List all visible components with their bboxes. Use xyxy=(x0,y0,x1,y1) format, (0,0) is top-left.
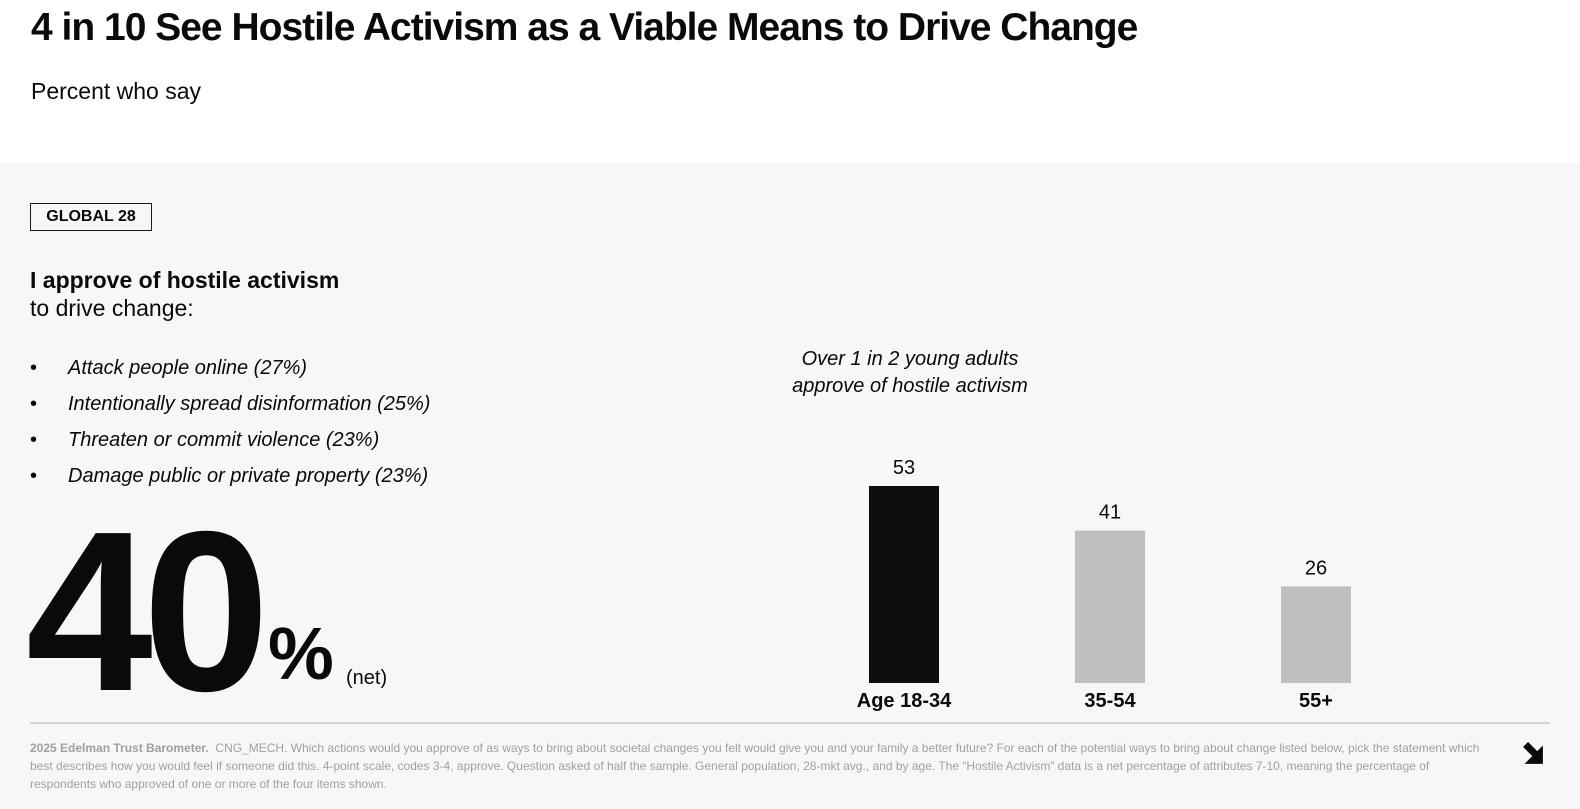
footnote: 2025 Edelman Trust Barometer. CNG_MECH. … xyxy=(30,739,1485,793)
content-panel xyxy=(0,163,1580,809)
chart-callout: Over 1 in 2 young adults approve of host… xyxy=(755,346,1065,400)
bar-age-18-34 xyxy=(869,486,939,683)
bar-value-label: 41 xyxy=(1099,502,1121,524)
bullet-icon: • xyxy=(30,429,38,451)
category-label: 55+ xyxy=(1299,690,1333,712)
category-label: 35-54 xyxy=(1084,690,1136,712)
bullet-icon: • xyxy=(30,357,38,379)
list-item-text: Intentionally spread disinformation (25%… xyxy=(68,393,431,415)
question-bold: I approve of hostile activism xyxy=(30,267,340,293)
callout-line-1: Over 1 in 2 young adults xyxy=(801,348,1019,370)
callout-line-2: approve of hostile activism xyxy=(792,375,1028,397)
question-rest: to drive change: xyxy=(30,295,194,321)
bar-value-label: 53 xyxy=(893,457,915,479)
list-item-text: Threaten or commit violence (23%) xyxy=(68,429,380,451)
age-bar-chart: 53 Age 18-34 41 35-54 26 55+ xyxy=(857,457,1351,712)
list-item-text: Attack people online (27%) xyxy=(68,357,308,379)
page-title: 4 in 10 See Hostile Activism as a Viable… xyxy=(31,6,1138,49)
bar-value-label: 26 xyxy=(1305,557,1327,579)
category-label: Age 18-34 xyxy=(857,690,952,712)
bar-35-54 xyxy=(1075,530,1145,683)
headline-stat-note: (net) xyxy=(346,667,388,689)
footnote-source: 2025 Edelman Trust Barometer. xyxy=(30,741,209,755)
bullet-icon: • xyxy=(30,393,38,415)
headline-stat-value: 40 xyxy=(26,485,270,739)
headline-stat-unit: % xyxy=(268,612,334,695)
bar-55- xyxy=(1281,586,1351,683)
question-text: I approve of hostile activism to drive c… xyxy=(30,266,339,322)
page-subtitle: Percent who say xyxy=(31,78,202,104)
next-arrow-icon[interactable] xyxy=(1516,737,1550,771)
region-badge: GLOBAL 28 xyxy=(30,203,152,231)
footer-divider xyxy=(30,722,1550,724)
bullet-icon: • xyxy=(30,465,38,487)
footnote-text: CNG_MECH. Which actions would you approv… xyxy=(30,741,1480,791)
list-item-text: Damage public or private property (23%) xyxy=(68,465,429,487)
header: 4 in 10 See Hostile Activism as a Viable… xyxy=(0,0,1580,163)
